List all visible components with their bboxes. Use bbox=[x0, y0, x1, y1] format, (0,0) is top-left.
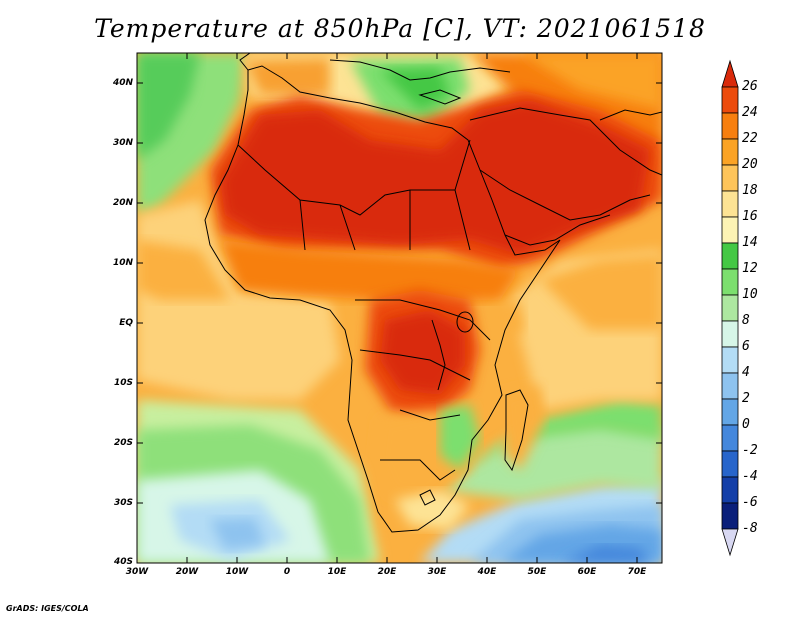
colorbar-label: 8 bbox=[742, 313, 750, 328]
lon-label: 10E bbox=[327, 567, 347, 577]
colorbar-segment bbox=[721, 268, 739, 296]
lon-label: 30W bbox=[125, 567, 149, 577]
colorbar-bottom-arrow bbox=[721, 528, 739, 557]
lat-label: EQ bbox=[119, 318, 133, 328]
madagascar-coast bbox=[504, 389, 529, 472]
colorbar-label: -2 bbox=[742, 443, 758, 458]
temperature-field bbox=[137, 53, 662, 563]
colorbar-label: 0 bbox=[742, 417, 750, 432]
colorbar-segment bbox=[721, 320, 739, 348]
colorbar-segment bbox=[721, 112, 739, 140]
colorbar-label: 6 bbox=[742, 339, 750, 354]
lon-label: 40E bbox=[477, 567, 497, 577]
colorbar-segment bbox=[721, 164, 739, 192]
colorbar-label: 22 bbox=[742, 131, 758, 146]
lesotho bbox=[419, 489, 436, 506]
colorbar-label: 16 bbox=[742, 209, 758, 224]
sahara-borders bbox=[237, 139, 471, 216]
colorbar-segment bbox=[721, 502, 739, 530]
credit-text: GrADS: IGES/COLA bbox=[6, 604, 89, 613]
crete bbox=[418, 89, 462, 105]
colorbar-label: 20 bbox=[742, 157, 758, 172]
colorbar-label: 12 bbox=[742, 261, 758, 276]
colorbar-label: 4 bbox=[742, 365, 750, 380]
colorbar-segment bbox=[721, 372, 739, 400]
colorbar-segment bbox=[721, 346, 739, 374]
lon-label: 70E bbox=[627, 567, 647, 577]
lat-label: 30S bbox=[113, 498, 133, 508]
lon-label: 0 bbox=[283, 567, 291, 577]
iberia bbox=[239, 53, 251, 71]
lon-label: 20E bbox=[377, 567, 397, 577]
colorbar-label: 18 bbox=[742, 183, 758, 198]
colorbar-segment bbox=[721, 86, 739, 114]
arabia-south-coast bbox=[504, 214, 611, 246]
colorbar-label: 26 bbox=[742, 79, 758, 94]
lon-label: 50E bbox=[527, 567, 547, 577]
europe-coast bbox=[329, 59, 511, 81]
colorbar-segment bbox=[721, 450, 739, 478]
colorbar-segment bbox=[721, 424, 739, 452]
lon-label: 20W bbox=[175, 567, 199, 577]
southern-borders bbox=[359, 349, 471, 421]
axis-ticks bbox=[136, 53, 662, 564]
colorbar-segment bbox=[721, 294, 739, 322]
colorbar-segment bbox=[721, 138, 739, 166]
colorbar-segment bbox=[721, 476, 739, 504]
lat-label: 30N bbox=[112, 138, 133, 148]
colorbar-label: -4 bbox=[742, 469, 758, 484]
colorbar-segment bbox=[721, 216, 739, 244]
lake-victoria bbox=[456, 311, 474, 333]
map-frame bbox=[136, 52, 663, 564]
colorbar-label: -6 bbox=[742, 495, 758, 510]
colorbar-segment bbox=[721, 242, 739, 270]
lat-label: 10N bbox=[112, 258, 133, 268]
lat-label: 40S bbox=[113, 557, 133, 567]
colorbar-label: -8 bbox=[742, 521, 758, 536]
sahara-arabia-hot bbox=[220, 100, 650, 255]
arabia-gulf bbox=[479, 169, 651, 221]
lon-label: 60E bbox=[577, 567, 597, 577]
equatorial-borders bbox=[355, 299, 491, 341]
colorbar-segment bbox=[721, 398, 739, 426]
colorbar-top-arrow bbox=[721, 59, 739, 88]
arabia-north bbox=[469, 107, 662, 176]
lat-label: 10S bbox=[113, 378, 133, 388]
rift-lakes bbox=[431, 319, 446, 391]
sahel-borders bbox=[299, 189, 471, 251]
south-africa-borders bbox=[380, 459, 456, 481]
lon-label: 10W bbox=[225, 567, 249, 577]
map-title: Temperature at 850hPa [C], VT: 202106151… bbox=[94, 14, 706, 43]
colorbar-label: 10 bbox=[742, 287, 758, 302]
lat-label: 40N bbox=[112, 78, 133, 88]
africa-coast bbox=[204, 65, 561, 533]
colorbar-label: 2 bbox=[742, 391, 750, 406]
colorbar-label: 24 bbox=[742, 105, 758, 120]
iran-border bbox=[599, 109, 662, 121]
colorbar-segment bbox=[721, 190, 739, 218]
lat-label: 20N bbox=[112, 198, 133, 208]
colorbar bbox=[721, 59, 739, 557]
lon-label: 30E bbox=[427, 567, 447, 577]
lat-label: 20S bbox=[113, 438, 133, 448]
colorbar-label: 14 bbox=[742, 235, 758, 250]
coastlines bbox=[204, 53, 662, 533]
